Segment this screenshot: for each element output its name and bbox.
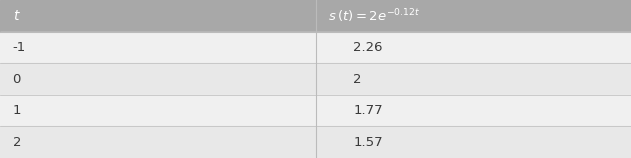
Text: 1.57: 1.57 [353,136,383,149]
Text: 1: 1 [13,104,21,117]
Text: 0: 0 [13,73,21,85]
Bar [0,95,316,126]
Bar [0,0,316,32]
Text: 2.26: 2.26 [353,41,383,54]
Text: $\mathbf{\mathit{t}}$: $\mathbf{\mathit{t}}$ [13,9,20,23]
Text: 1.77: 1.77 [353,104,383,117]
Bar [316,0,631,32]
Bar [0,32,316,63]
Text: 2: 2 [13,136,21,149]
Bar [0,63,316,95]
Bar [0,126,316,158]
Text: -1: -1 [13,41,26,54]
Bar [316,63,631,95]
Text: $s\,(t)=2e^{-0.12t}$: $s\,(t)=2e^{-0.12t}$ [328,7,420,25]
Text: 2: 2 [353,73,362,85]
Bar [316,32,631,63]
Bar [316,126,631,158]
Bar [316,95,631,126]
